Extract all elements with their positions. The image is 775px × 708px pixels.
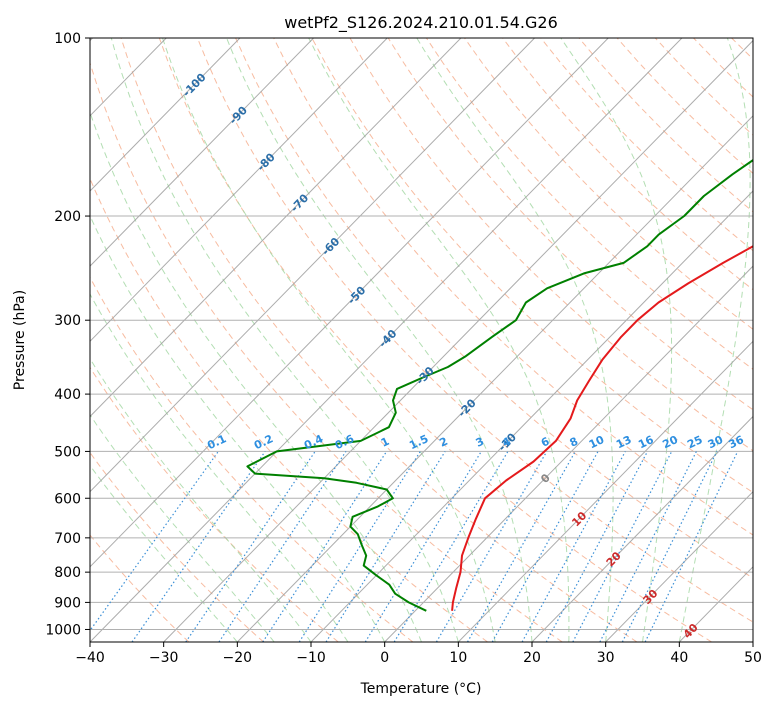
y-tick-label: 400 xyxy=(54,387,81,403)
mixing-ratio-line xyxy=(262,451,388,642)
plot-background xyxy=(90,38,753,642)
moist-adiabat xyxy=(162,38,496,642)
dry-adiabat xyxy=(90,61,563,642)
mixing-ratio-line xyxy=(364,451,482,642)
y-tick-label: 500 xyxy=(54,444,81,460)
x-tick-label: 40 xyxy=(670,650,688,666)
sounding-line xyxy=(246,158,753,612)
y-axis-label: Pressure (hPa) xyxy=(12,290,28,390)
mixing-ratio-line xyxy=(621,451,718,642)
isotherm xyxy=(310,190,753,642)
isotherm xyxy=(236,115,753,642)
x-tick-label: 10 xyxy=(449,650,467,666)
dry-adiabat xyxy=(387,38,753,411)
isotherm xyxy=(90,38,314,267)
moist-adiabat xyxy=(308,38,570,642)
moist-adiabat xyxy=(90,110,422,642)
moist-adiabat xyxy=(560,38,673,642)
dry-adiabat xyxy=(90,177,488,642)
dry-adiabat xyxy=(90,366,339,642)
isotherm xyxy=(605,490,753,642)
mixing-ratio-label: 16 xyxy=(636,433,656,451)
isotherm xyxy=(752,641,753,642)
plot-frame xyxy=(89,37,754,643)
isotherm xyxy=(90,38,462,418)
dry-adiabat xyxy=(90,451,264,642)
mixing-ratio-line xyxy=(90,451,219,632)
background-lines xyxy=(90,38,775,642)
mixing-ratio-line xyxy=(435,451,548,642)
isotherm xyxy=(90,38,241,192)
x-tick-label: 20 xyxy=(523,650,541,666)
mixing-ratio-line xyxy=(521,451,626,642)
y-tick-label: 1000 xyxy=(45,622,81,638)
mixing-ratio-line xyxy=(644,451,739,642)
moist-adiabat xyxy=(90,214,386,642)
mixing-ratio-label: 10 xyxy=(587,433,607,451)
y-tick-label: 300 xyxy=(54,313,81,329)
moist-adiabat xyxy=(416,38,614,642)
y-tick-label: 200 xyxy=(54,209,81,225)
y-tick-label: 900 xyxy=(54,595,81,611)
mixing-ratio-label: 30 xyxy=(706,433,726,451)
moist-adiabat xyxy=(226,38,533,642)
x-tick-label: −40 xyxy=(75,650,105,666)
sounding-line xyxy=(451,245,753,611)
chart-title: wetPf2_S126.2024.210.01.54.G26 xyxy=(284,13,558,33)
mixing-ratio-label: 13 xyxy=(614,433,633,451)
x-tick-label: 0 xyxy=(380,650,389,666)
x-tick-label: −30 xyxy=(149,650,179,666)
isotherm xyxy=(531,415,753,642)
series-lines xyxy=(246,158,753,612)
isotherm xyxy=(457,340,753,642)
isotherm xyxy=(90,38,535,493)
y-tick-label: 600 xyxy=(54,491,81,507)
isotherm xyxy=(90,38,388,343)
dry-adiabat xyxy=(425,38,753,370)
x-tick-label: 50 xyxy=(744,650,762,666)
mixing-ratio-label: 36 xyxy=(727,433,747,451)
dry-adiabat xyxy=(158,38,712,642)
y-tick-label: 700 xyxy=(54,531,81,547)
mixing-ratio-line xyxy=(466,451,576,642)
dry-adiabat xyxy=(235,38,753,579)
moist-adiabat xyxy=(90,464,238,642)
moist-adiabat xyxy=(110,38,459,642)
moist-adiabat xyxy=(90,413,275,642)
mixing-ratio-label: 25 xyxy=(685,433,704,451)
mixing-ratio-line xyxy=(491,451,599,642)
dry-adiabat xyxy=(196,38,753,623)
mixing-ratio-label: 20 xyxy=(661,433,681,451)
dry-adiabat xyxy=(770,38,775,642)
y-tick-label: 100 xyxy=(54,31,81,47)
mixing-ratio-line xyxy=(393,451,509,642)
x-tick-label: −10 xyxy=(296,650,326,666)
moist-adiabat xyxy=(678,38,751,642)
moist-adiabat xyxy=(90,292,349,642)
dry-adiabat xyxy=(349,38,753,452)
y-tick-label: 800 xyxy=(54,565,81,581)
dry-adiabat xyxy=(311,38,753,494)
x-axis: −40 −30 −20 −10 0 10 20 30 40 50 xyxy=(75,642,762,666)
x-axis-label: Temperature (°C) xyxy=(360,681,482,697)
x-tick-label: 30 xyxy=(597,650,615,666)
isotherm xyxy=(384,265,753,642)
mixing-ratio-line xyxy=(298,451,421,642)
isotherm xyxy=(90,38,683,642)
mixing-ratio-line xyxy=(131,451,266,642)
mixing-ratio-line xyxy=(325,451,446,642)
y-axis: 1000 900 800 700 600 500 400 300 200 100 xyxy=(45,31,90,638)
dry-adiabat xyxy=(120,38,638,642)
isotherm xyxy=(90,38,609,568)
x-tick-label: −20 xyxy=(223,650,253,666)
isotherm xyxy=(163,39,753,642)
